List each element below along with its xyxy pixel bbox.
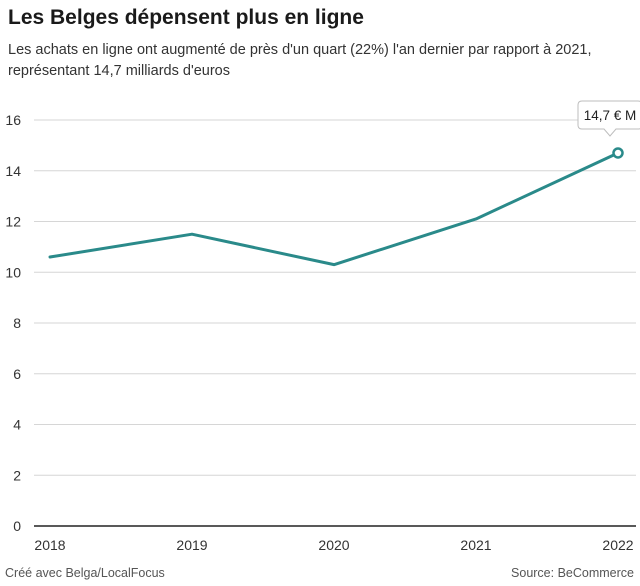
x-tick-label: 2019 [176,537,207,553]
x-tick-label: 2022 [602,537,633,553]
x-tick-label: 2020 [318,537,349,553]
y-tick-label: 10 [5,264,21,280]
chart-title: Les Belges dépensent plus en ligne [8,6,364,29]
credit-text: Créé avec Belga/LocalFocus [5,566,165,580]
y-tick-label: 0 [13,518,21,534]
annotation-label: 14,7 € M [584,108,637,123]
series-line [48,151,620,267]
x-tick-label: 2021 [460,537,491,553]
end-point-marker [612,147,624,159]
y-tick-label: 2 [13,467,21,483]
source-text: Source: BeCommerce [511,566,634,580]
y-tick-label: 6 [13,366,21,382]
y-tick-label: 12 [5,214,21,230]
chart-subtitle: Les achats en ligne ont augmenté de près… [8,42,592,79]
y-tick-label: 8 [13,315,21,331]
annotation-callout [577,100,640,137]
y-tick-label: 14 [5,163,21,179]
y-tick-label: 16 [5,112,21,128]
y-tick-label: 4 [13,417,21,433]
x-tick-label: 2018 [34,537,65,553]
